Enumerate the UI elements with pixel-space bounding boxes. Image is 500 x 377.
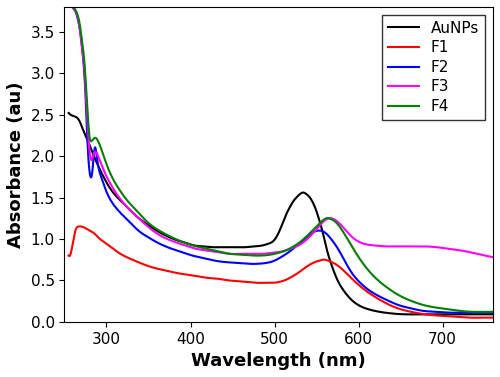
AuNPs — [92, 156, 98, 160]
F4 — [312, 226, 318, 230]
F1 — [92, 232, 98, 237]
F2 — [92, 146, 98, 150]
AuNPs — [312, 205, 318, 210]
Line: F4: F4 — [68, 5, 493, 312]
F1 — [312, 260, 318, 264]
F3 — [388, 244, 394, 249]
AuNPs — [324, 245, 330, 250]
Line: F3: F3 — [68, 5, 493, 257]
AuNPs — [388, 311, 394, 316]
F4 — [388, 288, 394, 292]
AuNPs — [406, 312, 412, 317]
Legend: AuNPs, F1, F2, F3, F4: AuNPs, F1, F2, F3, F4 — [382, 15, 486, 120]
F4 — [475, 310, 481, 314]
F1 — [432, 313, 438, 317]
F4 — [66, 3, 71, 8]
F2 — [452, 311, 458, 315]
F1 — [336, 265, 342, 269]
F2 — [490, 310, 496, 315]
Line: F2: F2 — [68, 5, 493, 313]
F1 — [78, 224, 84, 229]
F1 — [490, 316, 496, 320]
F2 — [431, 310, 437, 314]
F2 — [324, 231, 330, 236]
F4 — [490, 310, 496, 314]
F3 — [66, 3, 71, 8]
F4 — [324, 216, 330, 221]
F1 — [472, 316, 478, 320]
AuNPs — [432, 312, 438, 317]
F1 — [66, 253, 71, 258]
AuNPs — [66, 111, 71, 115]
F3 — [66, 3, 72, 8]
F3 — [432, 245, 438, 249]
F1 — [324, 258, 330, 262]
F3 — [324, 217, 330, 221]
Line: AuNPs: AuNPs — [68, 113, 493, 314]
F4 — [336, 224, 342, 228]
F4 — [431, 305, 437, 310]
X-axis label: Wavelength (nm): Wavelength (nm) — [192, 352, 366, 370]
F3 — [92, 150, 98, 154]
F2 — [312, 229, 318, 234]
Y-axis label: Absorbance (au): Absorbance (au) — [7, 81, 25, 248]
F2 — [66, 3, 71, 8]
AuNPs — [490, 312, 496, 317]
F3 — [312, 228, 318, 233]
F4 — [92, 136, 98, 140]
AuNPs — [336, 281, 342, 285]
F3 — [336, 221, 342, 226]
Line: F1: F1 — [68, 227, 493, 318]
F2 — [336, 248, 342, 253]
F3 — [490, 255, 496, 259]
F2 — [388, 299, 394, 304]
F1 — [388, 303, 394, 308]
